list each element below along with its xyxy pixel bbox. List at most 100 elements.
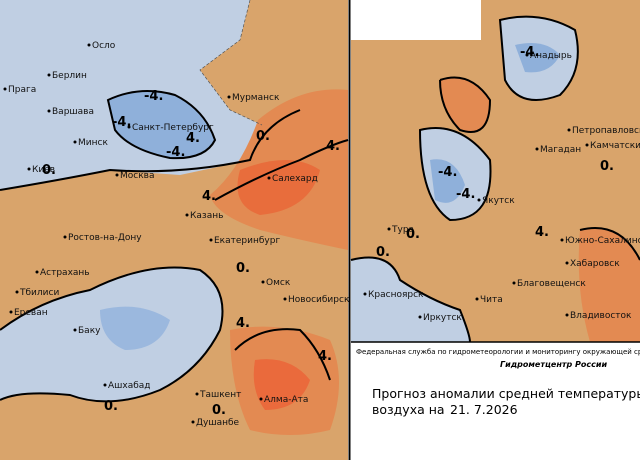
center: Гидрометцентр России bbox=[500, 360, 607, 369]
city-dot bbox=[127, 125, 131, 129]
city-dot bbox=[191, 420, 195, 424]
cold-region bbox=[351, 257, 470, 342]
labels: Осло Берлин Прага Варшава Мурманск Санкт-Пете… bbox=[3, 41, 640, 428]
city-label: Екатеринбург bbox=[214, 236, 280, 246]
city-label: Петропавловск bbox=[572, 126, 640, 136]
city-label: Тура bbox=[391, 225, 414, 235]
isoline-label: 4. bbox=[202, 189, 216, 204]
map-title: воздуха на bbox=[372, 402, 445, 417]
city-label: Прага bbox=[8, 85, 36, 95]
city-label: Ташкент bbox=[199, 390, 241, 400]
city-dot bbox=[418, 315, 422, 319]
city-label: Новосибирск bbox=[288, 295, 350, 305]
city-dot bbox=[585, 143, 589, 147]
map-title: Прогноз аномалии средней температуры bbox=[372, 386, 640, 401]
isoline-label: 0. bbox=[256, 129, 270, 144]
left-panel bbox=[0, 0, 349, 460]
city-label: Берлин bbox=[52, 71, 87, 81]
city-label: Мурманск bbox=[232, 93, 280, 103]
cold-core bbox=[100, 306, 170, 350]
warm-region bbox=[578, 228, 640, 342]
isoline bbox=[350, 256, 471, 343]
agency: Федеральная служба по гидрометеорологии … bbox=[356, 348, 640, 356]
city-dot bbox=[9, 310, 13, 314]
isoline bbox=[214, 139, 349, 201]
city-label: Анадырь bbox=[530, 51, 572, 61]
isoline bbox=[439, 76, 492, 133]
city-dot bbox=[63, 235, 67, 239]
forecast-date: 21. 7.2026 bbox=[450, 402, 518, 417]
city-dot bbox=[283, 297, 287, 301]
isoline-label: 4. bbox=[186, 131, 200, 146]
isoline-label: -4. bbox=[166, 145, 185, 160]
warm-region bbox=[440, 77, 490, 132]
city-label: Ашхабад bbox=[108, 381, 151, 391]
isoline-label: 0. bbox=[376, 245, 390, 260]
city-label: Варшава bbox=[52, 107, 94, 117]
isoline bbox=[498, 15, 579, 101]
city-label: Красноярск bbox=[368, 290, 424, 300]
city-dot bbox=[209, 238, 213, 242]
isoline-label: 0. bbox=[406, 227, 420, 242]
city-label: Астрахань bbox=[40, 268, 90, 278]
city-dot bbox=[195, 392, 199, 396]
city-dot bbox=[387, 227, 391, 231]
city-dot bbox=[261, 280, 265, 284]
isoline bbox=[0, 109, 301, 191]
city-dot bbox=[477, 198, 481, 202]
isoline-label: 0. bbox=[104, 399, 118, 414]
city-dot bbox=[565, 313, 569, 317]
isoline bbox=[579, 227, 640, 261]
city-label: Душанбе bbox=[196, 418, 240, 428]
city-label: Владивосток bbox=[570, 311, 632, 321]
city-label: Камчатский bbox=[590, 141, 640, 151]
isoline bbox=[0, 266, 224, 403]
city-dot bbox=[73, 140, 77, 144]
city-label: Южно-Сахалинск bbox=[565, 236, 640, 246]
isoline-label: 4. bbox=[318, 349, 332, 364]
city-label: Хабаровск bbox=[570, 259, 620, 269]
city-dot bbox=[47, 109, 51, 113]
city-dot bbox=[103, 383, 107, 387]
city-label: Магадан bbox=[540, 145, 581, 155]
isoline-label: 0. bbox=[236, 261, 250, 276]
cold-core bbox=[430, 159, 465, 203]
outside-area bbox=[351, 0, 481, 40]
city-dot bbox=[35, 270, 39, 274]
isoline-label: 0. bbox=[42, 163, 56, 178]
city-label: Якутск bbox=[482, 196, 515, 206]
right-panel bbox=[350, 0, 640, 343]
city-dot bbox=[535, 147, 539, 151]
city-label: Ростов-на-Дону bbox=[68, 233, 142, 243]
isoline-label: -4. bbox=[456, 187, 475, 202]
city-dot bbox=[560, 238, 564, 242]
city-label: Чита bbox=[480, 295, 503, 305]
city-dot bbox=[565, 261, 569, 265]
isoline-label: 4. bbox=[326, 139, 340, 154]
warm-core bbox=[253, 359, 310, 410]
city-label: Санкт-Петербург bbox=[132, 123, 214, 133]
city-label: Киев bbox=[32, 165, 55, 175]
city-dot bbox=[475, 297, 479, 301]
isoline bbox=[106, 90, 217, 160]
city-label: Москва bbox=[120, 171, 154, 181]
isoline bbox=[234, 328, 331, 381]
city-dot bbox=[227, 95, 231, 99]
city-label: Омск bbox=[266, 278, 291, 288]
city-label: Ереван bbox=[14, 308, 48, 318]
city-dot bbox=[47, 73, 51, 77]
isoline-label: 0. bbox=[212, 403, 226, 418]
warm-core bbox=[237, 160, 320, 215]
city-dot bbox=[73, 328, 77, 332]
city-label: Тбилиси bbox=[19, 288, 59, 298]
isoline-label: 4. bbox=[236, 316, 250, 331]
isoline-label: -4. bbox=[520, 45, 539, 60]
isoline-label: 0. bbox=[600, 159, 614, 174]
city-dot bbox=[185, 213, 189, 217]
city-label: Баку bbox=[78, 326, 101, 336]
city-label: Минск bbox=[78, 138, 108, 148]
isoline bbox=[418, 127, 492, 222]
city-dot bbox=[267, 176, 271, 180]
city-dot bbox=[3, 87, 7, 91]
